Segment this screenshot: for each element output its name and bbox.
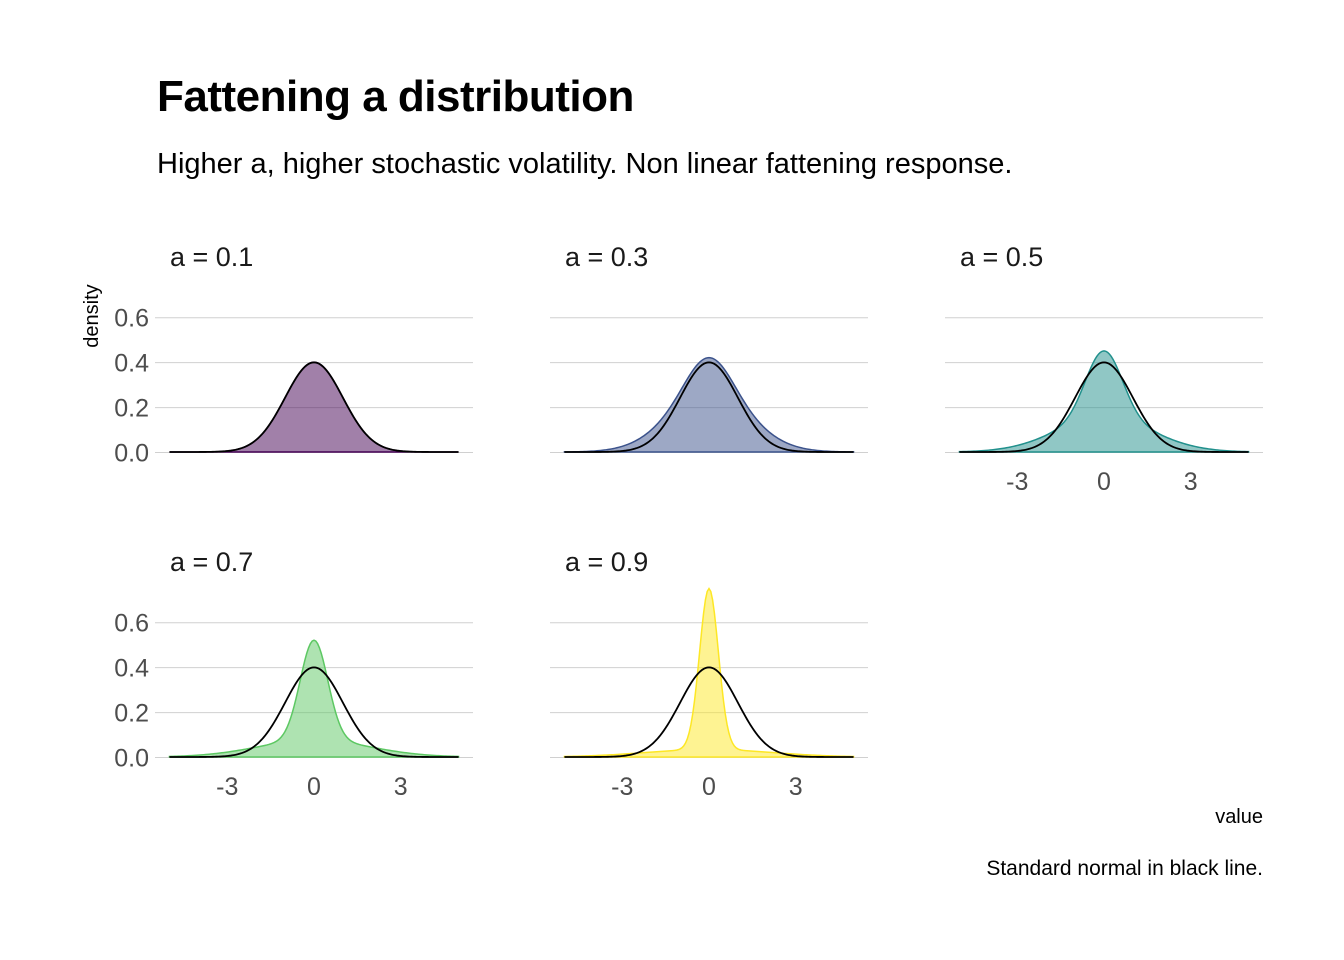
- y-tick-label: 0.2: [114, 395, 149, 423]
- facet-strip-label: a = 0.3: [565, 242, 648, 272]
- density-area: [563, 356, 855, 453]
- facet-panel-1: a = 0.1 0.0 0.2 0.4 0.6: [114, 242, 473, 468]
- facet-panel-5: a = 0.9 -3 0 3: [550, 547, 868, 801]
- y-tick-label: 0.0: [114, 440, 149, 468]
- x-tick-label: 3: [789, 773, 803, 801]
- chart-title: Fattening a distribution: [157, 72, 634, 121]
- facet-strip-label: a = 0.9: [565, 547, 648, 577]
- standard-normal-line: [169, 666, 459, 758]
- y-tick-label: 0.4: [114, 350, 149, 378]
- density-area: [563, 587, 855, 758]
- standard-normal-line: [959, 361, 1249, 453]
- facet-strip-label: a = 0.1: [170, 242, 253, 272]
- y-tick-label: 0.6: [114, 305, 149, 333]
- facet-strip-label: a = 0.5: [960, 242, 1043, 272]
- facets-layer: a = 0.10.00.20.40.6a = 0.3 a = 0.5-3 0 3a =…: [114, 242, 1263, 801]
- x-tick-label: 0: [702, 773, 716, 801]
- x-tick-label: 3: [394, 773, 408, 801]
- facet-strip-label: a = 0.7: [170, 547, 253, 577]
- x-axis-title: value: [1215, 806, 1263, 828]
- facet-panel-3: a = 0.5 -3 0 3: [945, 242, 1263, 496]
- chart-subtitle: Higher a, higher stochastic volatility. …: [157, 148, 1013, 180]
- x-tick-label: -3: [1006, 468, 1028, 496]
- y-tick-label: 0.2: [114, 700, 149, 728]
- chart-caption: Standard normal in black line.: [986, 857, 1263, 880]
- y-axis-title: density: [81, 284, 103, 347]
- x-tick-label: 0: [1097, 468, 1111, 496]
- standard-normal-line: [169, 361, 459, 453]
- x-tick-label: -3: [611, 773, 633, 801]
- x-tick-label: 3: [1184, 468, 1198, 496]
- facet-panel-4: a = 0.7 0.0 0.2 0.4 0.6 -3 0 3: [114, 547, 473, 801]
- y-tick-label: 0.6: [114, 610, 149, 638]
- y-tick-label: 0.4: [114, 655, 149, 683]
- density-area: [168, 639, 460, 758]
- y-tick-label: 0.0: [114, 745, 149, 773]
- density-area: [958, 350, 1250, 453]
- x-tick-label: 0: [307, 773, 321, 801]
- facet-panel-2: a = 0.3: [550, 242, 868, 453]
- standard-normal-line: [564, 361, 854, 453]
- x-tick-label: -3: [216, 773, 238, 801]
- standard-normal-line: [564, 666, 854, 758]
